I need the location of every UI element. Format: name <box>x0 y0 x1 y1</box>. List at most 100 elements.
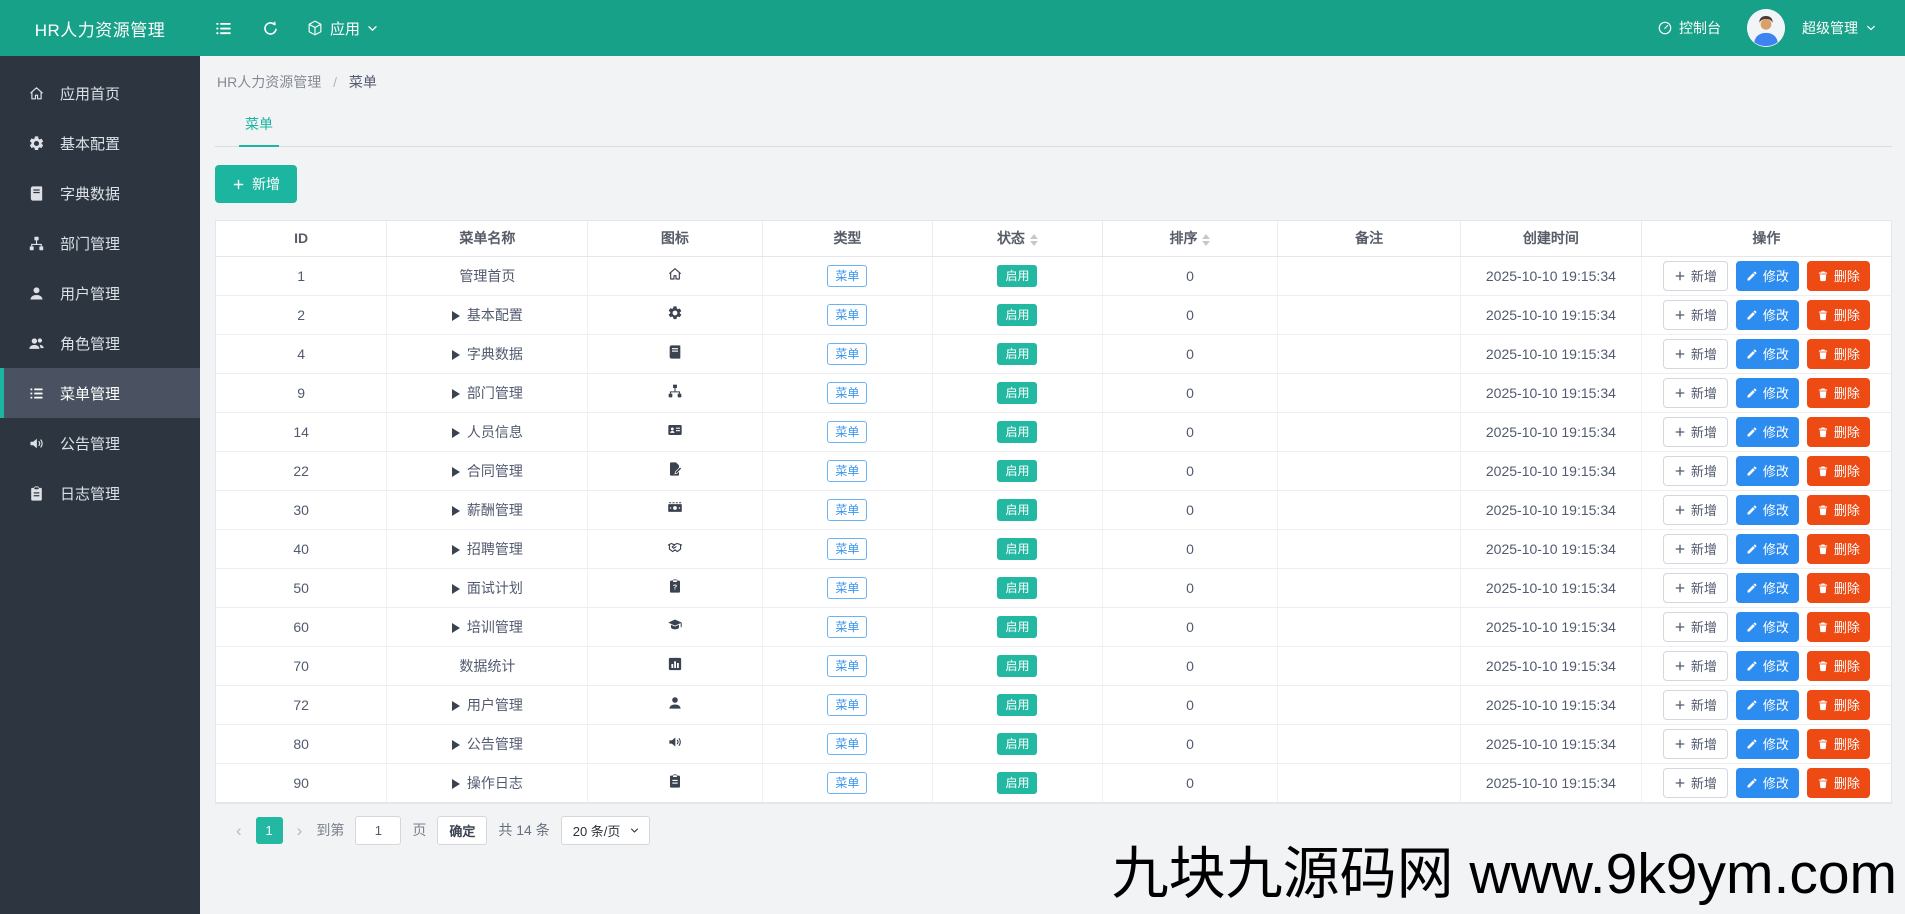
sidebar-item-home[interactable]: 应用首页 <box>0 68 200 118</box>
add-button[interactable]: 新增 <box>215 165 297 203</box>
sort-carets-icon[interactable] <box>1202 233 1211 246</box>
sidebar-item-clipboard[interactable]: 日志管理 <box>0 468 200 518</box>
row-delete-button[interactable]: 删除 <box>1806 338 1870 369</box>
row-delete-button[interactable]: 删除 <box>1806 416 1870 447</box>
menu-name-label: 合同管理 <box>466 462 523 479</box>
status-badge: 启用 <box>997 303 1038 326</box>
app-dropdown[interactable]: 应用 <box>294 0 391 56</box>
cell-icon <box>587 256 763 296</box>
row-edit-button[interactable]: 修改 <box>1735 533 1799 564</box>
row-edit-button[interactable]: 修改 <box>1735 299 1799 330</box>
row-add-button[interactable]: 新增 <box>1662 260 1728 291</box>
clipboard-question-icon <box>667 578 683 594</box>
menu-name-label: 字典数据 <box>466 345 523 362</box>
breadcrumb-root[interactable]: HR人力资源管理 <box>217 74 322 90</box>
sidebar-item-cog[interactable]: 基本配置 <box>0 118 200 168</box>
refresh-button[interactable] <box>247 0 294 56</box>
cell-name: 招聘管理 <box>386 529 589 569</box>
row-delete-button[interactable]: 删除 <box>1806 572 1870 603</box>
expand-caret-icon[interactable] <box>451 544 460 555</box>
console-button[interactable]: 控制台 <box>1657 18 1721 38</box>
row-delete-button[interactable]: 删除 <box>1806 767 1870 798</box>
row-delete-button[interactable]: 删除 <box>1806 689 1870 720</box>
cell-sort: 0 <box>1102 256 1279 296</box>
expand-caret-icon[interactable] <box>451 388 460 399</box>
row-add-button[interactable]: 新增 <box>1662 299 1728 330</box>
expand-caret-icon[interactable] <box>451 505 460 516</box>
sidebar-item-sitemap[interactable]: 部门管理 <box>0 218 200 268</box>
expand-caret-icon[interactable] <box>451 778 460 789</box>
cell-icon <box>587 568 763 608</box>
row-add-button[interactable]: 新增 <box>1662 767 1728 798</box>
row-edit-button[interactable]: 修改 <box>1735 416 1799 447</box>
sidebar-item-volume[interactable]: 公告管理 <box>0 418 200 468</box>
row-add-button[interactable]: 新增 <box>1662 572 1728 603</box>
expand-caret-icon[interactable] <box>451 739 460 750</box>
cell-actions: 新增 修改 删除 <box>1641 529 1891 569</box>
row-add-button[interactable]: 新增 <box>1662 416 1728 447</box>
user-menu[interactable]: 超级管理 <box>1747 9 1877 47</box>
page-size-select[interactable]: 20 条/页 <box>560 815 651 845</box>
expand-caret-icon[interactable] <box>451 700 460 711</box>
row-delete-button[interactable]: 删除 <box>1806 260 1870 291</box>
row-add-button[interactable]: 新增 <box>1662 689 1728 720</box>
row-edit-button[interactable]: 修改 <box>1735 767 1799 798</box>
expand-caret-icon[interactable] <box>451 466 460 477</box>
confirm-button[interactable]: 确定 <box>437 815 488 845</box>
pagination: ‹ 1 › 到第 页 确定 共 14 条 20 条/页 <box>215 804 1892 845</box>
tab-menu[interactable]: 菜单 <box>239 107 279 147</box>
cell-id: 80 <box>216 724 388 764</box>
row-add-button[interactable]: 新增 <box>1662 338 1728 369</box>
table-row: 1 管理首页 菜单 启用 0 2025-10-10 19:15:34 新增 修改 删除 <box>216 256 1891 296</box>
menu-name-label: 薪酬管理 <box>466 501 523 518</box>
row-edit-button[interactable]: 修改 <box>1735 728 1799 759</box>
row-add-button[interactable]: 新增 <box>1662 728 1728 759</box>
prev-page-button[interactable]: ‹ <box>236 820 242 840</box>
row-edit-button[interactable]: 修改 <box>1735 377 1799 408</box>
row-delete-button[interactable]: 删除 <box>1806 728 1870 759</box>
sidebar-item-users[interactable]: 角色管理 <box>0 318 200 368</box>
row-delete-button[interactable]: 删除 <box>1806 533 1870 564</box>
row-add-button[interactable]: 新增 <box>1662 455 1728 486</box>
expand-caret-icon[interactable] <box>451 427 460 438</box>
row-add-button[interactable]: 新增 <box>1662 377 1728 408</box>
column-header-图标: 图标 <box>587 221 763 257</box>
column-header-排序[interactable]: 排序 <box>1102 221 1279 257</box>
cell-remark <box>1277 685 1461 725</box>
page-input[interactable] <box>355 815 402 845</box>
row-delete-button-label: 删除 <box>1833 542 1860 557</box>
row-delete-button[interactable]: 删除 <box>1806 611 1870 642</box>
row-edit-button[interactable]: 修改 <box>1735 455 1799 486</box>
row-edit-button[interactable]: 修改 <box>1735 338 1799 369</box>
next-page-button[interactable]: › <box>296 820 303 840</box>
row-edit-button[interactable]: 修改 <box>1735 494 1799 525</box>
sidebar-collapse-button[interactable] <box>200 0 247 56</box>
cell-sort: 0 <box>1102 529 1279 569</box>
row-delete-button[interactable]: 删除 <box>1806 650 1870 681</box>
row-delete-button[interactable]: 删除 <box>1806 299 1870 330</box>
row-edit-button[interactable]: 修改 <box>1735 611 1799 642</box>
expand-caret-icon[interactable] <box>451 310 460 321</box>
cell-remark <box>1277 490 1461 530</box>
row-add-button[interactable]: 新增 <box>1662 494 1728 525</box>
sidebar-item-list[interactable]: 菜单管理 <box>0 368 200 418</box>
breadcrumb: HR人力资源管理 / 菜单 <box>217 72 1892 92</box>
expand-caret-icon[interactable] <box>451 622 460 633</box>
sidebar-item-user[interactable]: 用户管理 <box>0 268 200 318</box>
row-edit-button[interactable]: 修改 <box>1735 260 1799 291</box>
row-add-button[interactable]: 新增 <box>1662 611 1728 642</box>
row-add-button[interactable]: 新增 <box>1662 650 1728 681</box>
row-delete-button[interactable]: 删除 <box>1806 455 1870 486</box>
sidebar-item-book[interactable]: 字典数据 <box>0 168 200 218</box>
row-delete-button[interactable]: 删除 <box>1806 377 1870 408</box>
page-number-1[interactable]: 1 <box>255 816 283 844</box>
row-edit-button[interactable]: 修改 <box>1735 689 1799 720</box>
row-delete-button[interactable]: 删除 <box>1806 494 1870 525</box>
row-edit-button[interactable]: 修改 <box>1735 650 1799 681</box>
sort-carets-icon[interactable] <box>1029 233 1038 246</box>
expand-caret-icon[interactable] <box>451 583 460 594</box>
row-add-button[interactable]: 新增 <box>1662 533 1728 564</box>
column-header-状态[interactable]: 状态 <box>932 221 1103 257</box>
row-edit-button[interactable]: 修改 <box>1735 572 1799 603</box>
expand-caret-icon[interactable] <box>451 349 460 360</box>
